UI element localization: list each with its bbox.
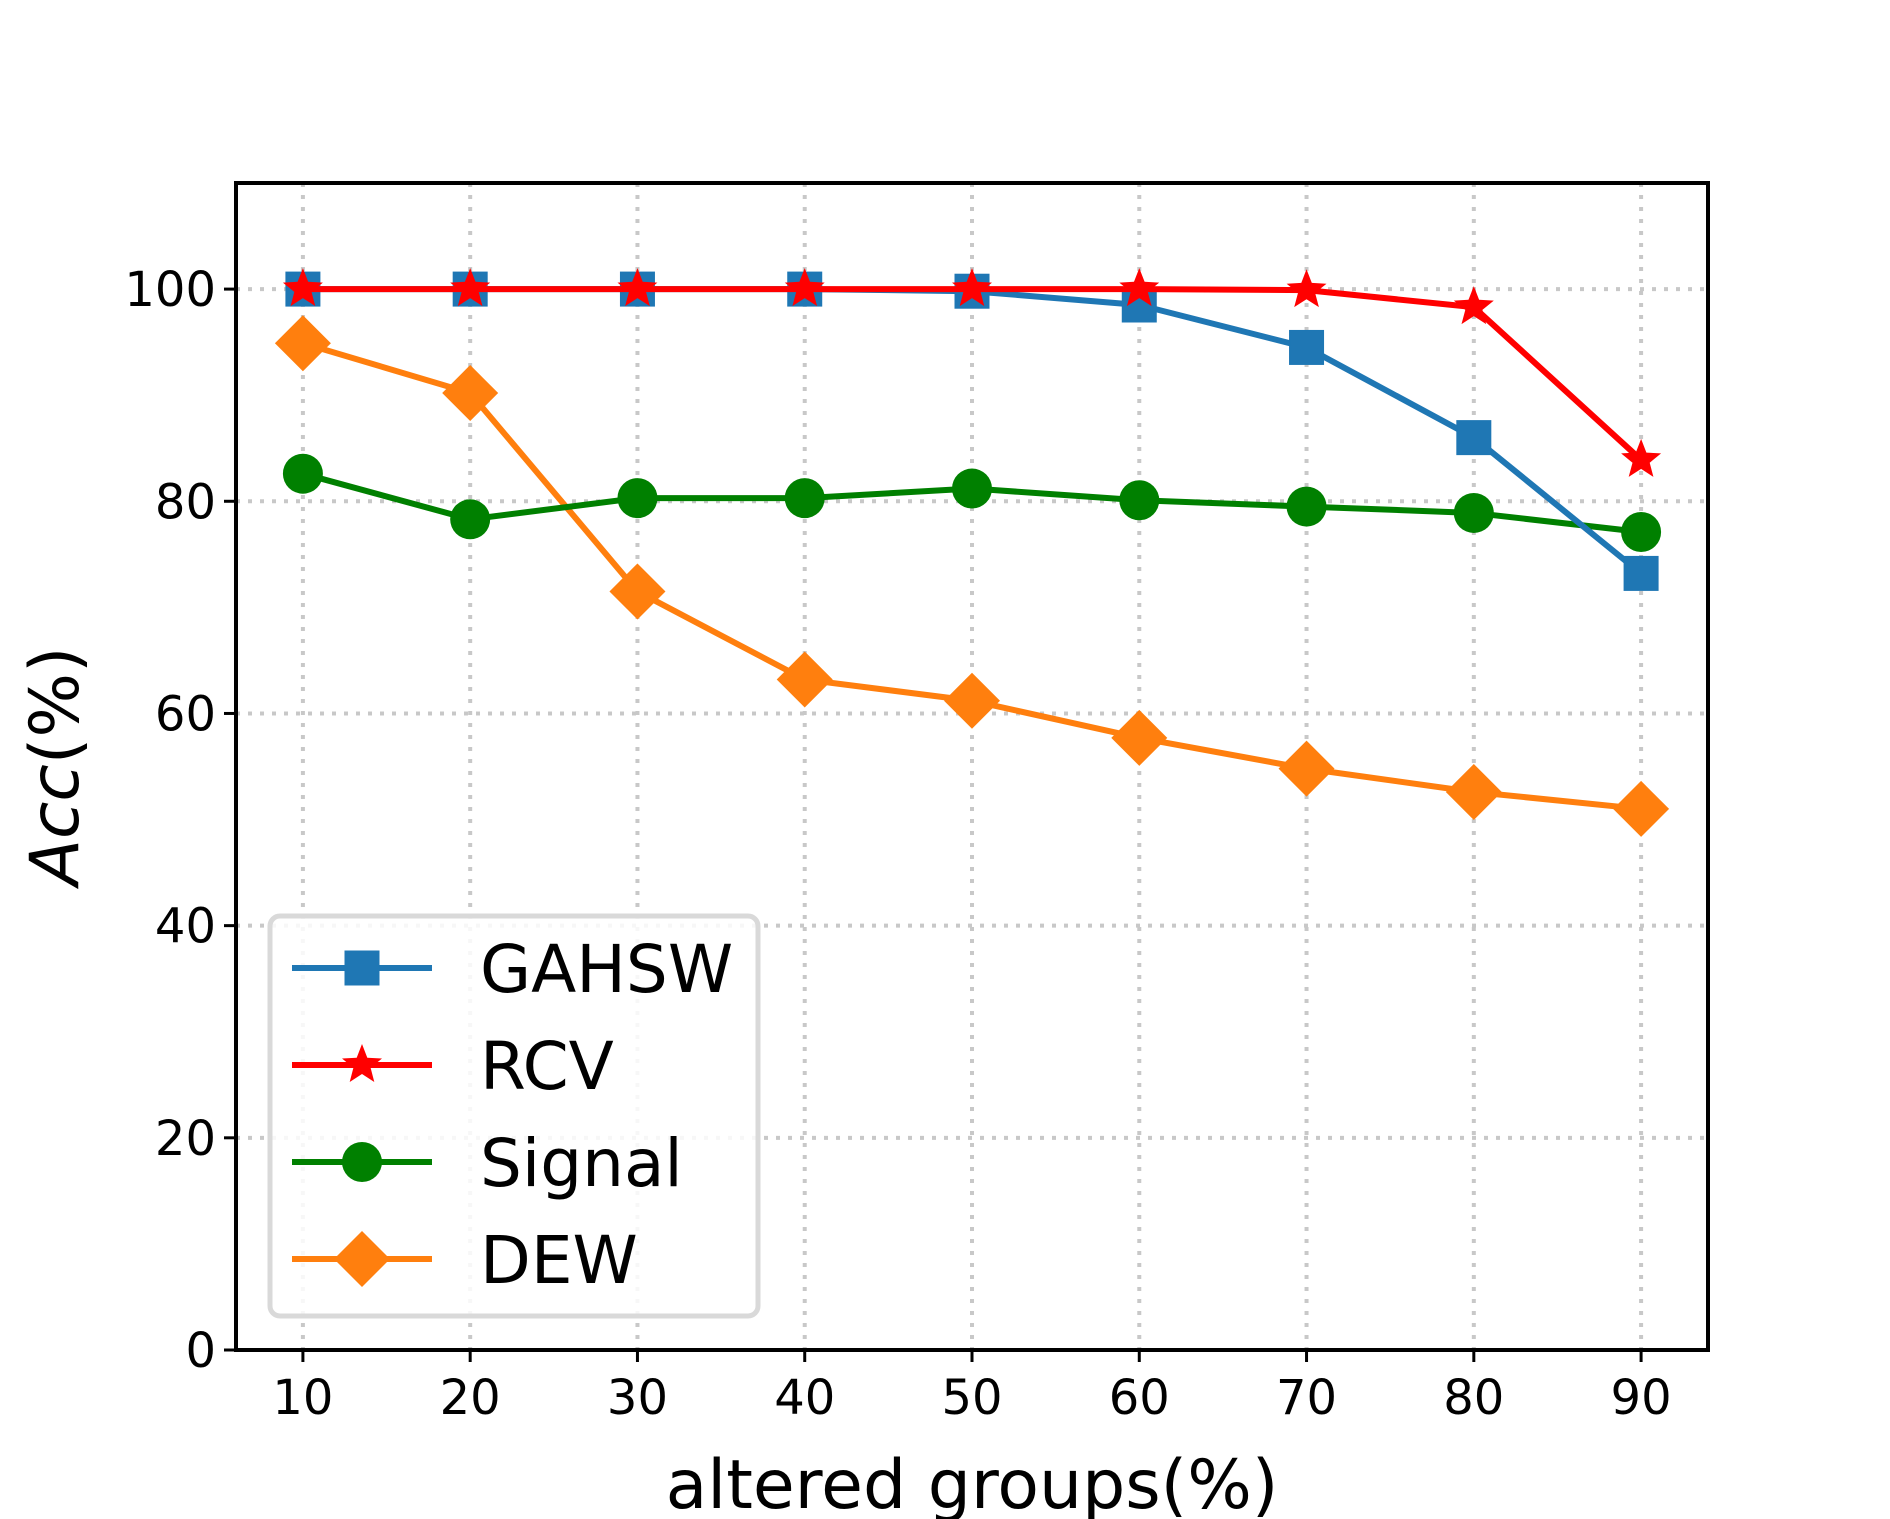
y-tick-label: 20 — [155, 1111, 216, 1167]
data-point — [1453, 492, 1494, 533]
legend-label: Signal — [480, 1125, 683, 1202]
data-point — [1621, 512, 1662, 553]
x-tick-label: 10 — [272, 1370, 333, 1426]
x-tick-label: 40 — [774, 1370, 835, 1426]
data-point — [784, 268, 825, 307]
x-tick-label: 30 — [607, 1370, 668, 1426]
data-point — [282, 268, 323, 307]
data-point — [1119, 480, 1160, 521]
data-point — [617, 268, 658, 307]
x-tick-label: 20 — [440, 1370, 501, 1426]
data-point — [944, 672, 1000, 729]
data-point — [776, 651, 833, 708]
legend-marker — [334, 1231, 390, 1287]
y-tick-label: 40 — [155, 899, 216, 955]
y-tick-label: 60 — [155, 686, 216, 742]
legend-marker — [342, 1044, 382, 1082]
data-point — [1119, 268, 1160, 307]
data-point — [1623, 555, 1659, 591]
data-point — [1278, 740, 1335, 797]
series-signal — [282, 453, 1662, 553]
data-point — [1286, 269, 1327, 308]
ticks: 10 20 30 40 50 60 70 80 90 0 20 40 60 80 100 — [124, 262, 1671, 1426]
legend-item-gahsw: GAHSW — [292, 931, 733, 1008]
x-tick-label: 90 — [1611, 1370, 1672, 1426]
data-point — [1111, 709, 1168, 766]
data-point — [1456, 420, 1492, 456]
legend-box — [267, 913, 761, 1319]
data-point — [952, 268, 992, 307]
x-tick-label: 60 — [1109, 1370, 1170, 1426]
series-gahsw — [285, 271, 1659, 591]
y-tick-label: 0 — [185, 1323, 216, 1379]
legend-label: RCV — [480, 1028, 614, 1105]
series-layer — [274, 268, 1670, 837]
y-tick-label: 100 — [124, 262, 216, 318]
data-point — [450, 499, 491, 540]
legend-label: DEW — [480, 1222, 638, 1299]
legend-item-signal: Signal — [292, 1125, 683, 1202]
series-rcv — [282, 268, 1662, 477]
data-point — [274, 315, 331, 372]
data-point — [952, 468, 992, 509]
data-point — [1286, 486, 1327, 527]
data-point — [1289, 329, 1325, 365]
data-point — [1613, 780, 1670, 837]
data-point — [282, 453, 323, 494]
series-dew — [274, 315, 1670, 837]
legend-item-dew: DEW — [292, 1222, 638, 1299]
x-tick-label: 50 — [941, 1370, 1002, 1426]
x-axis-label: altered groups(%) — [666, 1446, 1279, 1519]
data-point — [1445, 763, 1502, 820]
data-point — [442, 365, 499, 422]
data-point — [609, 563, 666, 620]
legend: GAHSW RCV Signal DEW — [267, 913, 761, 1319]
legend-marker — [342, 1142, 382, 1182]
y-axis-label: Acc(%) — [16, 647, 95, 890]
legend-label: GAHSW — [480, 931, 733, 1008]
legend-marker — [344, 950, 380, 986]
legend-item-rcv: RCV — [292, 1028, 614, 1105]
data-point — [1453, 286, 1494, 325]
data-point — [450, 268, 491, 307]
data-point — [784, 478, 825, 519]
data-point — [617, 478, 658, 519]
data-point — [1621, 438, 1662, 477]
x-tick-label: 80 — [1443, 1370, 1504, 1426]
x-tick-label: 70 — [1276, 1370, 1337, 1426]
y-tick-label: 80 — [155, 474, 216, 530]
